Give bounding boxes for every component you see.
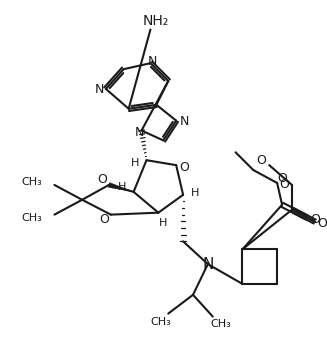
Text: N: N: [148, 55, 157, 68]
Text: CH₃: CH₃: [22, 213, 43, 223]
Text: N: N: [202, 257, 214, 272]
Text: N: N: [135, 126, 144, 139]
Text: N: N: [94, 83, 104, 97]
Text: CH₃: CH₃: [210, 320, 231, 330]
Text: CH₃: CH₃: [22, 177, 43, 187]
Text: O: O: [279, 178, 289, 191]
Text: O: O: [97, 173, 107, 186]
Text: O: O: [318, 217, 327, 230]
Text: O: O: [277, 172, 287, 185]
Text: H: H: [117, 182, 126, 192]
Text: O: O: [310, 213, 320, 226]
Text: NH₂: NH₂: [142, 14, 168, 28]
Text: O: O: [256, 154, 266, 167]
Polygon shape: [108, 183, 134, 192]
Text: O: O: [179, 160, 189, 174]
Text: H: H: [159, 218, 167, 228]
Text: O: O: [99, 213, 109, 226]
Text: H: H: [191, 188, 199, 198]
Text: H: H: [130, 158, 139, 168]
Text: CH₃: CH₃: [150, 317, 171, 327]
Text: N: N: [180, 115, 189, 128]
